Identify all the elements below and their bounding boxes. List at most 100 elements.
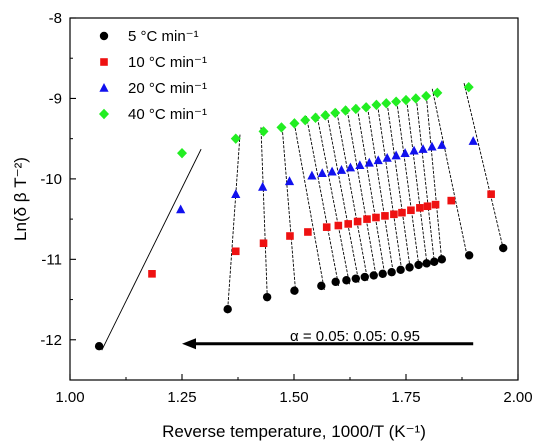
data-point	[400, 148, 410, 157]
legend-marker	[99, 31, 109, 41]
data-point	[423, 202, 432, 211]
legend-marker	[99, 83, 109, 92]
data-point	[391, 96, 402, 107]
x-tick-label: 2.00	[503, 389, 532, 406]
data-point	[387, 268, 396, 277]
data-point	[463, 81, 474, 93]
legend-item: 20 °C min⁻¹	[99, 80, 207, 97]
data-point	[300, 114, 311, 126]
x-tick-label: 1.00	[55, 389, 84, 406]
fit-line	[425, 91, 443, 264]
data-point	[414, 260, 423, 270]
data-point	[421, 90, 432, 102]
legend-item: 10 °C min⁻¹	[100, 54, 207, 71]
data-point	[361, 102, 372, 113]
legend-label: 5 °C min⁻¹	[128, 28, 199, 45]
data-point	[373, 155, 383, 165]
legend-label: 40 °C min⁻¹	[128, 106, 207, 123]
data-point	[432, 87, 443, 99]
alpha-annotation: α = 0.05: 0.05: 0.95	[182, 328, 474, 350]
fit-line	[415, 94, 436, 266]
data-point	[398, 208, 406, 217]
data-point	[289, 118, 300, 129]
data-point	[230, 133, 241, 144]
fit-line	[316, 113, 350, 285]
fit-line	[366, 103, 395, 277]
data-point	[407, 206, 415, 215]
data-point	[369, 271, 378, 280]
data-point	[344, 220, 353, 228]
fit-line	[281, 123, 297, 295]
data-point	[334, 221, 343, 230]
legend-marker	[100, 58, 108, 66]
data-point	[176, 204, 186, 214]
legend-item: 40 °C min⁻¹	[99, 106, 207, 123]
data-point	[231, 247, 240, 256]
series-circle	[94, 243, 508, 351]
legend-item: 5 °C min⁻¹	[99, 28, 199, 45]
data-point	[317, 168, 327, 178]
data-point	[304, 228, 312, 236]
fit-line	[326, 111, 360, 283]
fit-lines	[101, 83, 505, 351]
data-point	[447, 196, 456, 205]
fit-line	[305, 116, 340, 286]
series-triangle	[176, 136, 478, 214]
x-tick-label: 1.75	[391, 389, 420, 406]
data-point	[320, 110, 331, 121]
data-point	[364, 157, 374, 167]
data-point	[336, 165, 347, 174]
data-point	[381, 98, 392, 109]
data-point	[351, 274, 361, 283]
data-point	[148, 270, 156, 278]
data-point	[437, 255, 447, 264]
data-point	[177, 147, 187, 159]
y-axis-label: Ln(δ β T⁻²)	[11, 157, 30, 241]
data-point	[310, 112, 321, 123]
data-point	[284, 176, 295, 186]
data-point	[331, 277, 340, 287]
data-point	[468, 136, 478, 145]
data-point	[94, 342, 104, 351]
legend: 5 °C min⁻¹ 10 °C min⁻¹ 20 °C min⁻¹ 40 °C mi…	[99, 28, 207, 123]
fit-line	[293, 119, 325, 290]
data-point	[259, 239, 268, 248]
data-point	[396, 265, 405, 274]
axis-ticks: 1.00 1.25 1.50 1.75 2.00 -8 -9 -10 -11 -12	[40, 10, 532, 406]
data-point	[381, 212, 389, 220]
data-point	[431, 200, 440, 209]
data-point	[276, 122, 287, 133]
y-tick-label: -11	[41, 251, 62, 268]
x-axis-label: Reverse temperature, 1000/T (K⁻¹)	[162, 422, 426, 441]
data-point	[258, 181, 268, 191]
data-point	[416, 204, 424, 212]
x-tick-label: 1.25	[167, 389, 196, 406]
data-point	[223, 305, 232, 314]
data-point	[409, 145, 419, 155]
data-point	[427, 141, 437, 151]
data-point	[360, 272, 369, 282]
legend-label: 10 °C min⁻¹	[128, 54, 207, 71]
data-point	[262, 292, 272, 302]
data-point	[378, 269, 387, 279]
data-point	[499, 243, 508, 253]
data-point	[372, 213, 380, 222]
data-point	[422, 259, 431, 268]
data-point	[322, 223, 331, 231]
x-tick-label: 1.50	[279, 389, 308, 406]
data-point	[371, 99, 382, 111]
y-tick-label: -12	[40, 332, 62, 349]
fit-line	[431, 88, 469, 260]
data-point	[290, 286, 299, 295]
y-tick-label: -10	[40, 171, 62, 188]
data-point	[390, 210, 398, 219]
data-point	[437, 140, 447, 149]
data-point	[353, 217, 362, 226]
data-point	[286, 232, 294, 240]
fit-line	[405, 95, 428, 268]
data-point	[410, 93, 421, 104]
data-point	[464, 251, 474, 260]
data-point	[430, 257, 439, 266]
fit-line	[226, 134, 241, 314]
